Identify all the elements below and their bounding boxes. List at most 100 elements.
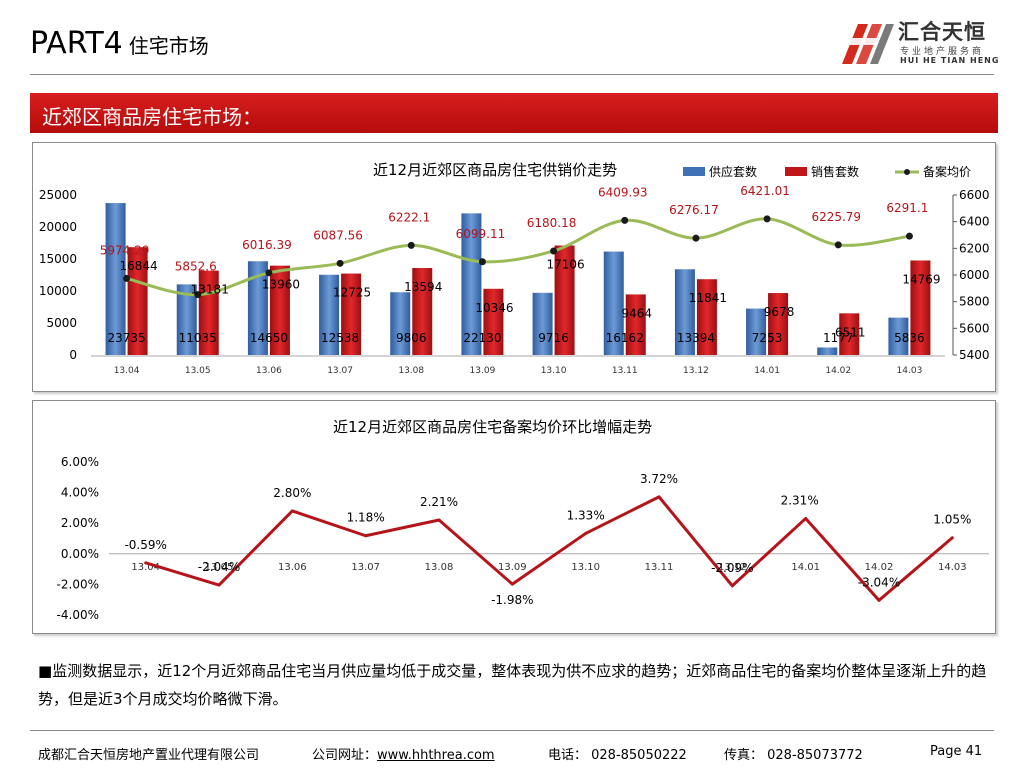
footer-company: 成都汇合天恒房地产置业代理有限公司 (38, 748, 260, 763)
price-value-label: 6421.01 (740, 184, 790, 198)
supply-value-label: 22130 (463, 331, 501, 345)
chart1-title: 近12月近郊区商品房住宅供销价走势 (373, 161, 617, 179)
y-axis-tick-label: 2.00% (61, 516, 99, 530)
right-axis-tick-label: 5800 (959, 295, 990, 309)
supply-value-label: 13394 (677, 331, 715, 345)
slide-footer: 成都汇合天恒房地产置业代理有限公司 公司网址：www.hhthrea.com 电… (38, 744, 988, 764)
supply-bar (390, 292, 411, 355)
x-axis-tick-label: 13.12 (718, 562, 747, 573)
price-value-label: 6087.56 (313, 228, 363, 242)
header-divider (30, 74, 994, 75)
footer-website-group: 公司网址：www.hhthrea.com (312, 744, 495, 763)
x-axis-tick-label: 14.03 (897, 366, 923, 376)
chart1-legend: 供应套数 销售套数 备案均价 (683, 164, 971, 179)
change-value-label: -2.09% (711, 561, 753, 575)
price-point (123, 274, 131, 282)
price-value-label: 5852.6 (175, 260, 217, 274)
legend-swatch-sales (785, 167, 807, 176)
price-point (621, 216, 629, 224)
supply-bar (247, 261, 268, 355)
left-axis-tick-label: 5000 (46, 316, 77, 330)
x-axis-tick-label: 13.09 (498, 562, 527, 573)
price-point (407, 241, 415, 249)
supply-bar (746, 308, 767, 355)
y-axis-tick-label: 4.00% (61, 486, 99, 500)
left-axis-tick-label: 20000 (39, 220, 77, 234)
footer-fax: 传真： 028-85073772 (724, 748, 863, 763)
left-axis-tick-label: 25000 (39, 188, 77, 202)
price-value-label: 6276.17 (669, 203, 719, 217)
note-bullet: ■ (38, 662, 53, 680)
x-axis-tick-label: 13.04 (131, 562, 160, 573)
x-axis-tick-label: 14.01 (791, 562, 820, 573)
change-point (730, 584, 734, 588)
sales-bar (341, 273, 362, 355)
sales-value-label: 13960 (262, 278, 300, 292)
supply-value-label: 9806 (396, 331, 427, 345)
sales-value-label: 6511 (835, 325, 866, 339)
legend-label-supply: 供应套数 (709, 164, 757, 179)
right-axis-tick-label: 5600 (959, 321, 990, 335)
change-point (584, 531, 588, 535)
price-value-label: 6409.93 (598, 185, 648, 199)
change-point (364, 534, 368, 538)
x-axis-tick-label: 13.08 (425, 562, 454, 573)
change-point (510, 582, 514, 586)
footer-website-link[interactable]: www.hhthrea.com (377, 748, 495, 763)
right-axis-tick-label: 6400 (959, 215, 990, 229)
supply-bar (319, 274, 340, 355)
analysis-note: ■监测数据显示，近12个月近郊商品住宅当月供应量均低于成交量，整体表现为供不应求… (38, 657, 988, 713)
x-axis-tick-label: 14.02 (825, 366, 851, 376)
right-axis-tick-label: 6000 (959, 268, 990, 282)
sales-bar (483, 288, 504, 355)
supply-value-label: 23735 (107, 331, 145, 345)
x-axis-tick-label: 13.11 (612, 366, 638, 376)
footer-phone: 电话： 028-85050222 (548, 748, 687, 763)
sales-bar (412, 267, 433, 355)
footer-page-number: Page 41 (930, 744, 983, 759)
sales-value-label: 12725 (333, 286, 371, 300)
sales-bar (768, 293, 789, 355)
section-title-bar: 近郊区商品房住宅市场： (30, 93, 998, 133)
price-value-label: 6016.39 (242, 238, 292, 252)
price-line (126, 217, 910, 297)
sales-bar (554, 245, 575, 355)
price-point (763, 215, 771, 223)
supply-value-label: 1177 (823, 331, 854, 345)
y-axis-tick-label: 6.00% (61, 455, 99, 469)
price-point (194, 291, 202, 299)
price-mom-change-chart: 近12月近郊区商品房住宅备案均价环比增幅走势 -4.00% -2.00% 0.00% 2… (32, 400, 996, 634)
supply-value-label: 5836 (894, 331, 925, 345)
right-axis-tick-label: 6200 (959, 241, 990, 255)
logo-name-cn: 汇合天恒 (898, 20, 986, 44)
x-axis-tick-label: 13.06 (256, 366, 282, 376)
change-value-label: -3.04% (858, 575, 900, 589)
x-axis-tick-label: 13.08 (398, 366, 424, 376)
company-logo: 汇合天恒 专业地产服务商 HUI HE TIAN HENG (840, 14, 1000, 70)
change-point (144, 561, 148, 565)
logo-name-en: HUI HE TIAN HENG (900, 56, 1000, 65)
left-axis-tick-label: 10000 (39, 284, 77, 298)
x-axis-tick-label: 14.03 (938, 562, 967, 573)
change-point (290, 509, 294, 513)
x-axis-tick-label: 13.06 (278, 562, 307, 573)
x-axis-tick-label: 14.02 (865, 562, 894, 573)
part-number: PART4 (30, 26, 123, 61)
change-value-label: 2.31% (781, 493, 819, 507)
y-axis-tick-label: 0.00% (61, 547, 99, 561)
sales-value-label: 9464 (621, 306, 652, 320)
price-point (265, 269, 273, 277)
sales-value-label: 10346 (475, 301, 513, 315)
legend-marker-price (904, 169, 910, 175)
supply-value-label: 12538 (321, 331, 359, 345)
price-point (336, 259, 344, 267)
change-point (804, 516, 808, 520)
sales-value-label: 17106 (546, 258, 584, 272)
sales-bar (696, 279, 717, 355)
price-point (905, 232, 913, 240)
change-value-label: -1.98% (491, 593, 533, 607)
price-point (478, 258, 486, 266)
x-axis-tick-label: 14.01 (754, 366, 780, 376)
change-value-label: 2.21% (420, 495, 458, 509)
section-title: 近郊区商品房住宅市场： (42, 105, 262, 129)
